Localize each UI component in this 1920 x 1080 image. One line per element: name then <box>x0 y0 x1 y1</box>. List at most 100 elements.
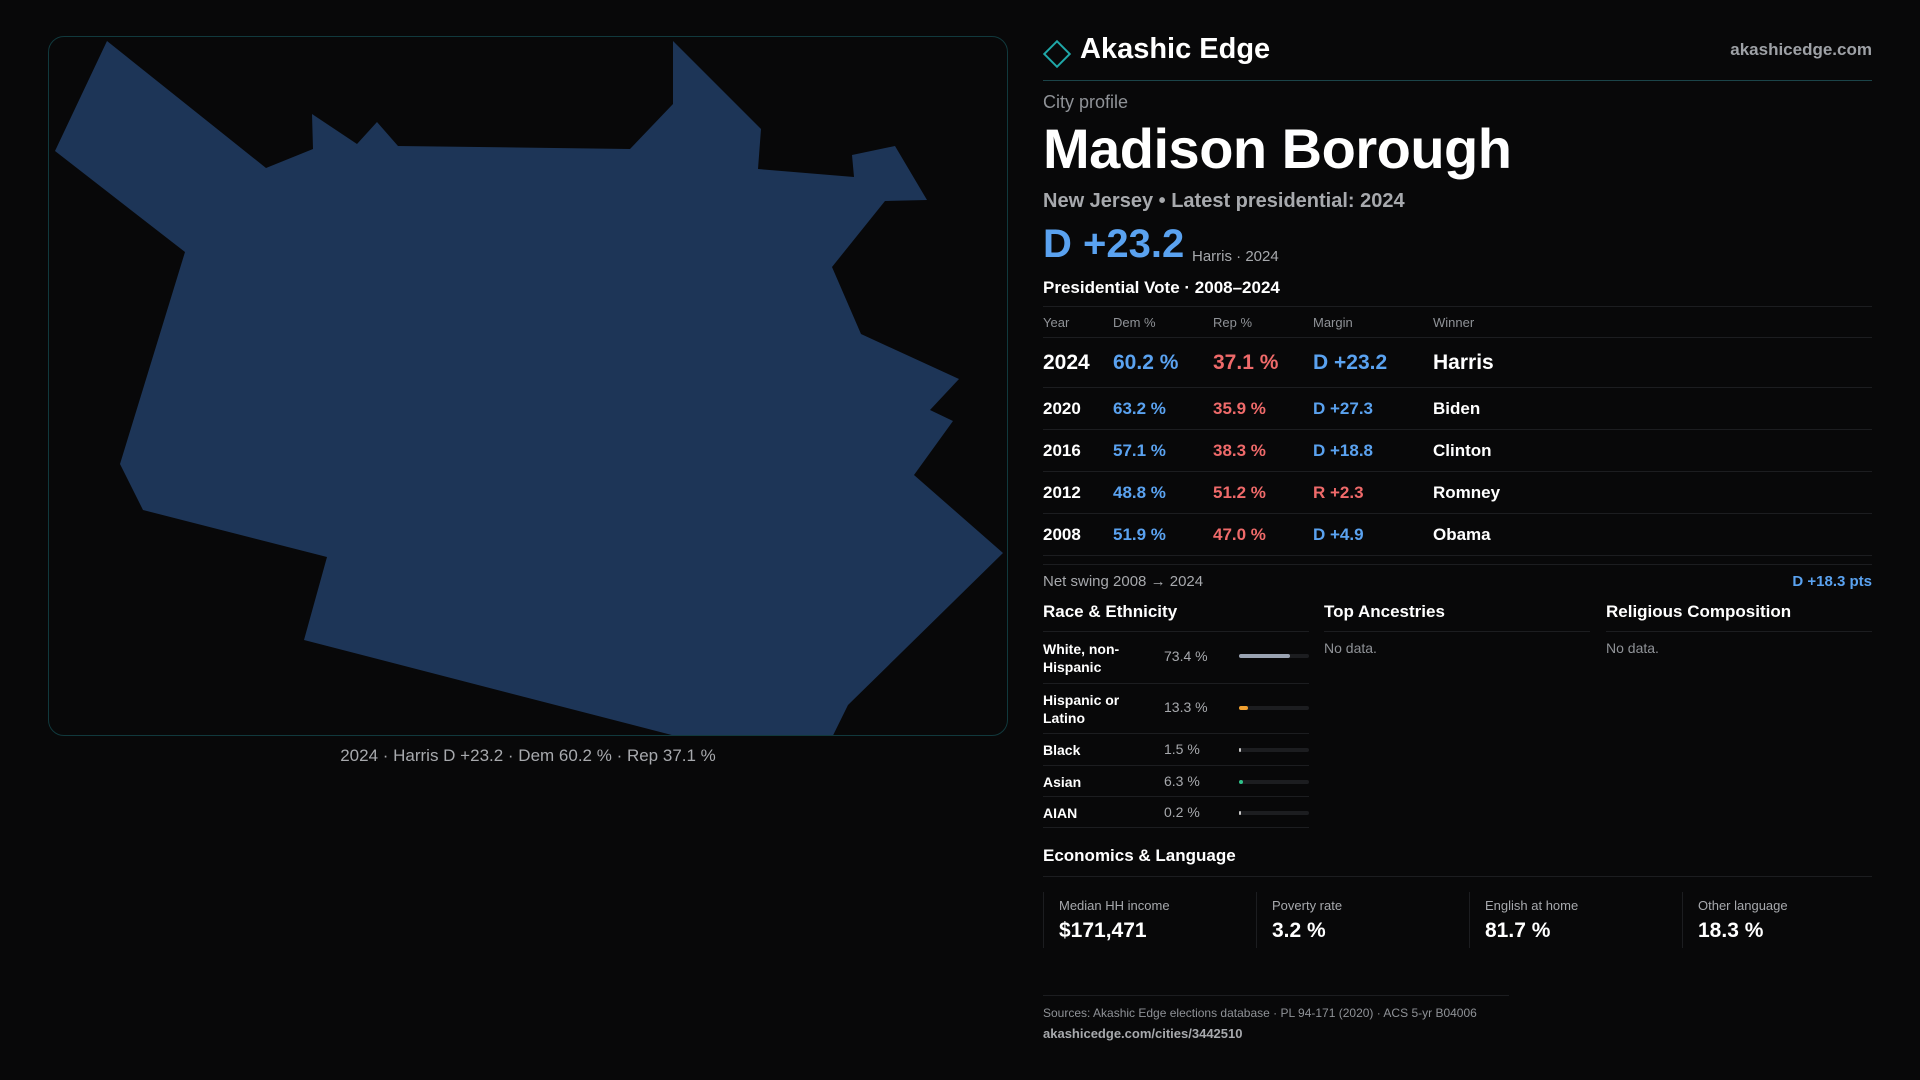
brand-name[interactable]: Akashic Edge <box>1080 33 1271 65</box>
swing-label: Net swing 2008 → 2024 <box>1043 573 1204 590</box>
cell-dem: 48.8 % <box>1113 471 1213 514</box>
cell-winner: Biden <box>1433 387 1872 430</box>
ethnicity-row: Hispanic or Latino 13.3 % <box>1043 684 1309 734</box>
latest-margin-note: Harris · 2024 <box>1192 248 1279 265</box>
page-title: Madison Borough <box>1043 117 1512 180</box>
cell-year: 2020 <box>1043 387 1113 430</box>
stat-value: 81.7 % <box>1485 919 1551 942</box>
race-section: Race & Ethnicity White, non-Hispanic 73.… <box>1043 602 1309 828</box>
race-heading: Race & Ethnicity <box>1043 602 1309 632</box>
stat-label: Other language <box>1698 898 1788 913</box>
vote-table-header-row: Year Dem % Rep % Margin Winner <box>1043 306 1872 338</box>
ethnicity-label: AIAN <box>1043 805 1078 821</box>
ethnicity-label: White, non-Hispanic <box>1043 641 1120 675</box>
ethnicity-bar-fill <box>1239 748 1241 752</box>
cell-margin: D +23.2 <box>1313 337 1433 388</box>
vote-table-heading: Presidential Vote · 2008–2024 <box>1043 278 1280 297</box>
cell-dem: 60.2 % <box>1113 337 1213 388</box>
cell-dem: 57.1 % <box>1113 429 1213 472</box>
stat-value: 18.3 % <box>1698 919 1764 942</box>
ethnicity-row: Black 1.5 % <box>1043 734 1309 766</box>
city-boundary-shape <box>55 41 1003 735</box>
table-row: 2016 57.1 % 38.3 % D +18.8 Clinton <box>1043 429 1872 472</box>
latest-margin: D +23.2 <box>1043 222 1185 266</box>
cell-winner: Romney <box>1433 471 1872 514</box>
cell-dem: 51.9 % <box>1113 513 1213 556</box>
stat-english-at-home: English at home 81.7 % <box>1469 892 1676 948</box>
cell-rep: 51.2 % <box>1213 471 1313 514</box>
ethnicity-label: Hispanic or Latino <box>1043 692 1120 726</box>
diamond-icon <box>1042 39 1072 69</box>
ethnicity-row: White, non-Hispanic 73.4 % <box>1043 632 1309 684</box>
religion-empty: No data. <box>1606 640 1659 656</box>
ethnicity-bar <box>1239 748 1309 752</box>
profile-subtitle: New Jersey • Latest presidential: 2024 <box>1043 190 1405 212</box>
stat-label: Poverty rate <box>1272 898 1343 913</box>
stat-median-income: Median HH income $171,471 <box>1043 892 1250 948</box>
cell-rep: 38.3 % <box>1213 429 1313 472</box>
ethnicity-bar-fill <box>1239 654 1290 658</box>
stat-label: English at home <box>1485 898 1579 913</box>
cell-rep: 35.9 % <box>1213 387 1313 430</box>
cell-dem: 63.2 % <box>1113 387 1213 430</box>
cell-winner: Harris <box>1433 337 1872 388</box>
ancestries-empty: No data. <box>1324 640 1377 656</box>
ethnicity-bar-fill <box>1239 780 1243 784</box>
cell-margin: D +18.8 <box>1313 429 1433 472</box>
table-row: 2024 60.2 % 37.1 % D +23.2 Harris <box>1043 337 1872 388</box>
religion-heading: Religious Composition <box>1606 602 1872 632</box>
ethnicity-bar <box>1239 706 1309 710</box>
col-header-dem: Dem % <box>1113 306 1213 338</box>
table-row: 2020 63.2 % 35.9 % D +27.3 Biden <box>1043 387 1872 430</box>
cell-year: 2016 <box>1043 429 1113 472</box>
sources-text: Sources: Akashic Edge elections database… <box>1043 1006 1477 1020</box>
ancestries-heading: Top Ancestries <box>1324 602 1590 632</box>
ethnicity-value: 73.4 % <box>1164 648 1208 664</box>
profile-eyebrow: City profile <box>1043 92 1129 112</box>
cell-margin: D +4.9 <box>1313 513 1433 556</box>
table-row: 2012 48.8 % 51.2 % R +2.3 Romney <box>1043 471 1872 514</box>
ethnicity-row: AIAN 0.2 % <box>1043 797 1309 828</box>
ethnicity-bar <box>1239 780 1309 784</box>
col-header-year: Year <box>1043 306 1113 338</box>
stat-value: $171,471 <box>1059 919 1147 942</box>
ethnicity-label: Black <box>1043 742 1081 758</box>
cell-margin: R +2.3 <box>1313 471 1433 514</box>
sources-url-link[interactable]: akashicedge.com/cities/3442510 <box>1043 1026 1243 1041</box>
brand-url-link[interactable]: akashicedge.com <box>1730 40 1872 59</box>
stat-other-language: Other language 18.3 % <box>1682 892 1872 948</box>
cell-rep: 47.0 % <box>1213 513 1313 556</box>
swing-divider <box>1043 564 1872 565</box>
cell-rep: 37.1 % <box>1213 337 1313 388</box>
brand-header: Akashic Edge akashicedge.com <box>1042 30 1872 81</box>
ethnicity-value: 6.3 % <box>1164 773 1200 789</box>
sources-divider <box>1043 995 1509 996</box>
cell-margin: D +27.3 <box>1313 387 1433 430</box>
ethnicity-bar <box>1239 811 1309 815</box>
stat-label: Median HH income <box>1059 898 1170 913</box>
stat-value: 3.2 % <box>1272 919 1326 942</box>
city-map <box>48 36 1008 736</box>
vote-table: Year Dem % Rep % Margin Winner 2024 60.2… <box>1043 306 1872 556</box>
ethnicity-bar-fill <box>1239 811 1241 815</box>
col-header-rep: Rep % <box>1213 306 1313 338</box>
stat-poverty-rate: Poverty rate 3.2 % <box>1256 892 1463 948</box>
ethnicity-bar-fill <box>1239 706 1248 710</box>
col-header-winner: Winner <box>1433 306 1872 338</box>
religion-section: Religious Composition No data. <box>1606 602 1872 656</box>
ethnicity-value: 1.5 % <box>1164 741 1200 757</box>
ethnicity-row: Asian 6.3 % <box>1043 766 1309 797</box>
ethnicity-bar <box>1239 654 1309 658</box>
cell-year: 2008 <box>1043 513 1113 556</box>
ethnicity-label: Asian <box>1043 774 1082 790</box>
table-row: 2008 51.9 % 47.0 % D +4.9 Obama <box>1043 513 1872 556</box>
col-header-margin: Margin <box>1313 306 1433 338</box>
ethnicity-value: 13.3 % <box>1164 699 1208 715</box>
city-boundary-svg <box>55 41 1003 735</box>
economics-heading: Economics & Language <box>1043 846 1872 877</box>
cell-year: 2024 <box>1043 337 1113 388</box>
cell-year: 2012 <box>1043 471 1113 514</box>
swing-value: D +18.3 pts <box>1792 573 1872 590</box>
ancestries-section: Top Ancestries No data. <box>1324 602 1590 656</box>
map-caption: 2024 · Harris D +23.2 · Dem 60.2 % · Rep… <box>340 746 716 765</box>
